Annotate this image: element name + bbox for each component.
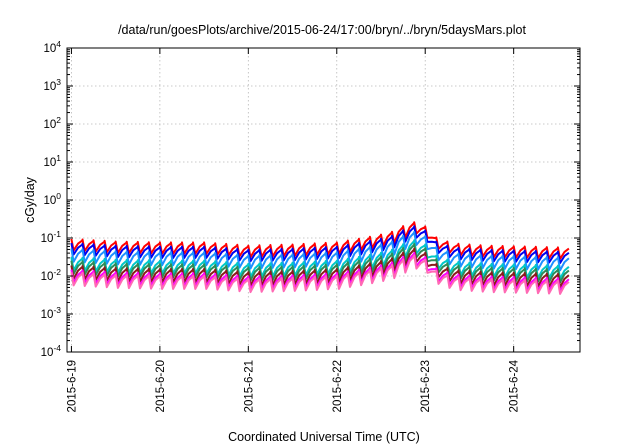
y-tick-label: 10-3 [41, 305, 62, 321]
y-tick-label: 10-4 [41, 343, 62, 359]
y-tick-label: 102 [43, 115, 61, 131]
y-tick-label: 10-1 [41, 229, 62, 245]
x-axis-label: Coordinated Universal Time (UTC) [228, 430, 420, 444]
y-axis: 10-4 10-3 10-2 10-1 100 101 102 103 104 [41, 39, 580, 359]
series-line-5 [70, 243, 570, 284]
y-tick-label: 104 [43, 39, 61, 55]
x-tick-label: 2015-6-24 [509, 359, 521, 412]
y-tick-label: 100 [43, 191, 61, 207]
y-tick-label: 103 [43, 77, 61, 93]
y-tick-label: 101 [43, 153, 61, 169]
y-axis-label: cGy/day [23, 176, 37, 223]
series-line-7 [70, 251, 570, 293]
series-line-6 [70, 247, 570, 289]
series-line-8 [70, 254, 570, 295]
chart-title: /data/run/goesPlots/archive/2015-06-24/1… [118, 23, 526, 37]
series-line-4 [70, 239, 570, 280]
x-tick-label: 2015-6-19 [66, 360, 78, 412]
x-tick-label: 2015-6-22 [332, 360, 344, 412]
x-tick-label: 2015-6-20 [155, 360, 167, 412]
y-tick-label: 10-2 [41, 267, 62, 283]
series-line-3 [70, 230, 570, 272]
series-line-1 [70, 221, 570, 260]
x-tick-label: 2015-6-23 [420, 360, 432, 412]
x-axis: 2015-6-19 2015-6-20 2015-6-21 2015-6-22 2015… [66, 48, 521, 412]
series-line-2 [70, 225, 570, 264]
grid-lines [67, 48, 580, 352]
x-tick-label: 2015-6-21 [243, 360, 255, 412]
series-layer [70, 221, 570, 295]
